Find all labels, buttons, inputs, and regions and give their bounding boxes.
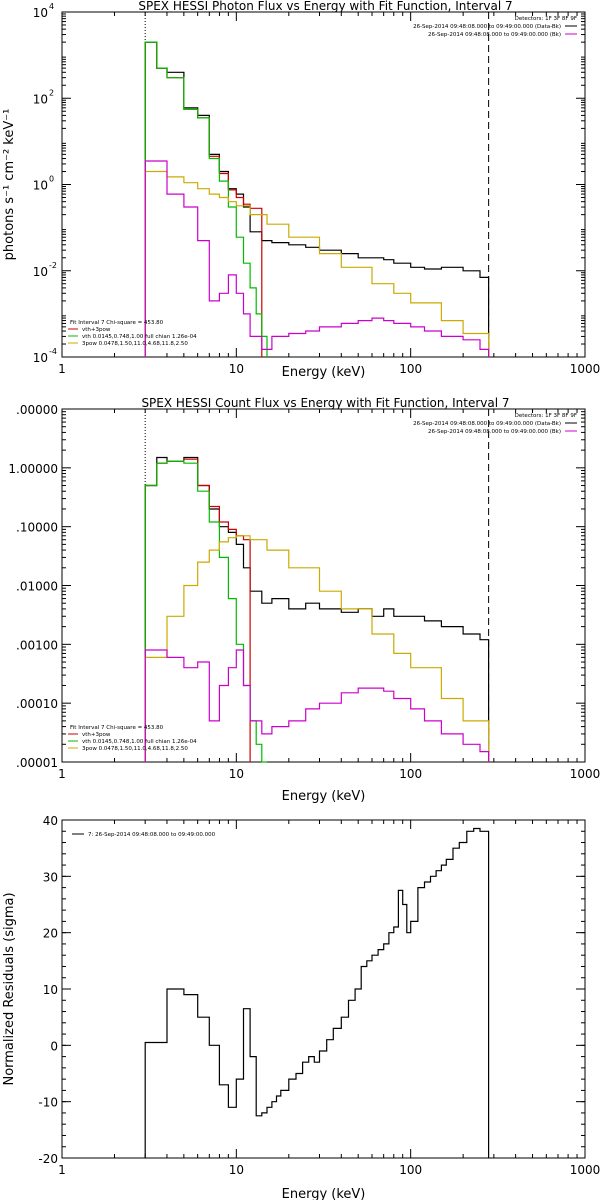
- x-tick-label: 100: [399, 767, 422, 781]
- data-series-5: [144, 649, 490, 762]
- data-series-2: [144, 41, 263, 357]
- data-series-1: [144, 456, 490, 762]
- y-tick-label: 10: [33, 265, 48, 279]
- x-tick-label: 1000: [570, 1163, 600, 1177]
- legend-entry: 26-Sep-2014 09:48:08.000 to 09:49:00.000…: [428, 429, 561, 435]
- data-series-3: [144, 460, 267, 763]
- legend-entry: Fit Interval 7 Chi-square = 453.80: [70, 320, 164, 326]
- legend-entry: vth+3pow: [82, 327, 111, 333]
- legend-header: Detectors: 1F 3F 8F 9F: [515, 16, 577, 22]
- y-tick-label: 40: [43, 814, 58, 828]
- x-axis-label: Energy (keV): [282, 365, 366, 380]
- legend-header: Detectors: 1F 3F 8F 9F: [515, 413, 577, 419]
- legend-entry: Fit Interval 7 Chi-square = 453.80: [70, 725, 164, 731]
- y-tick-label: .00100: [16, 638, 58, 652]
- data-series-3: [144, 41, 268, 357]
- legend-entry: vth 0.0145,0.748,1.00 full chian 1.26e-0…: [82, 334, 197, 340]
- x-tick-label: 1: [58, 767, 66, 781]
- x-tick-label: 1: [58, 362, 66, 376]
- y-tick-exponent: 2: [49, 88, 54, 97]
- y-tick-label: 10: [33, 179, 48, 193]
- y-axis-label: Normalized Residuals (sigma): [2, 892, 17, 1085]
- y-tick-exponent: -4: [49, 347, 57, 356]
- y-tick-label: 10: [43, 983, 58, 997]
- y-tick-label: .10000: [16, 521, 58, 535]
- data-series-2: [144, 458, 251, 762]
- y-tick-label: .00000: [16, 403, 58, 417]
- chart-title: SPEX HESSI Count Flux vs Energy with Fit…: [141, 396, 509, 410]
- legend-entry: 26-Sep-2014 09:48:08.000 to 09:49:00.000…: [413, 24, 561, 30]
- y-tick-label: 10: [33, 351, 48, 365]
- x-tick-label: 100: [399, 1163, 422, 1177]
- y-tick-label: .00001: [16, 756, 58, 770]
- y-tick-label: .01000: [16, 580, 58, 594]
- x-axis-label: Energy (keV): [282, 789, 366, 804]
- plot-frame: [61, 408, 586, 763]
- chart-title: SPEX HESSI Photon Flux vs Energy with Fi…: [138, 0, 512, 13]
- data-series-4: [144, 170, 490, 357]
- y-tick-label: 30: [43, 870, 58, 884]
- legend-entry: 26-Sep-2014 09:48:08.000 to 09:49:00.000…: [428, 32, 561, 38]
- y-axis-label: photons s⁻¹ cm⁻² keV⁻¹: [2, 109, 17, 261]
- y-tick-label: 1.00000: [8, 462, 58, 476]
- y-tick-exponent: 4: [49, 2, 54, 11]
- y-tick-label: 10: [33, 92, 48, 106]
- x-tick-label: 100: [399, 362, 422, 376]
- y-tick-label: .00010: [16, 697, 58, 711]
- legend-entry: 3pow 0.0478,1.50,11.0,4.68,11.8,2.50: [82, 341, 188, 347]
- chart-panel-3: 1 10 100 1000 -20 -10 0 10 20 30 40 Energy (keV) Nor…: [2, 814, 600, 1200]
- x-axis-label: Energy (keV): [282, 1187, 366, 1200]
- x-tick-label: 10: [229, 767, 244, 781]
- x-tick-label: 1000: [570, 362, 600, 376]
- y-tick-label: 0: [50, 1039, 58, 1053]
- y-tick-exponent: 0: [49, 175, 54, 184]
- data-series-1: [144, 41, 490, 357]
- data-series-5: [144, 160, 490, 357]
- legend-entry: 7: 26-Sep-2014 09:48:08.000 to 09:49:00.…: [88, 832, 216, 838]
- x-tick-label: 10: [229, 1163, 244, 1177]
- y-tick-exponent: -2: [49, 261, 57, 270]
- legend-entry: 3pow 0.0478,1.50,11.0,4.68,11.8,2.50: [82, 746, 188, 752]
- chart-panel-2: SPEX HESSI Count Flux vs Energy with Fit…: [8, 396, 600, 804]
- y-tick-label: -10: [38, 1096, 58, 1110]
- x-tick-label: 10: [229, 362, 244, 376]
- data-series-1: [144, 827, 490, 1158]
- x-tick-label: 1: [58, 1163, 66, 1177]
- plot-frame: [61, 819, 586, 1159]
- x-tick-label: 1000: [570, 767, 600, 781]
- legend-entry: vth 0.0145,0.748,1.00 full chian 1.26e-0…: [82, 739, 197, 745]
- data-series-4: [144, 535, 490, 762]
- chart-panel-1: SPEX HESSI Photon Flux vs Energy with Fi…: [2, 0, 600, 380]
- y-tick-label: -20: [38, 1152, 58, 1166]
- plot-frame: [61, 11, 586, 358]
- y-tick-label: 10: [33, 6, 48, 20]
- y-tick-label: 20: [43, 927, 58, 941]
- legend-entry: vth+3pow: [82, 732, 111, 738]
- legend-entry: 26-Sep-2014 09:48:08.000 to 09:49:00.000…: [413, 421, 561, 427]
